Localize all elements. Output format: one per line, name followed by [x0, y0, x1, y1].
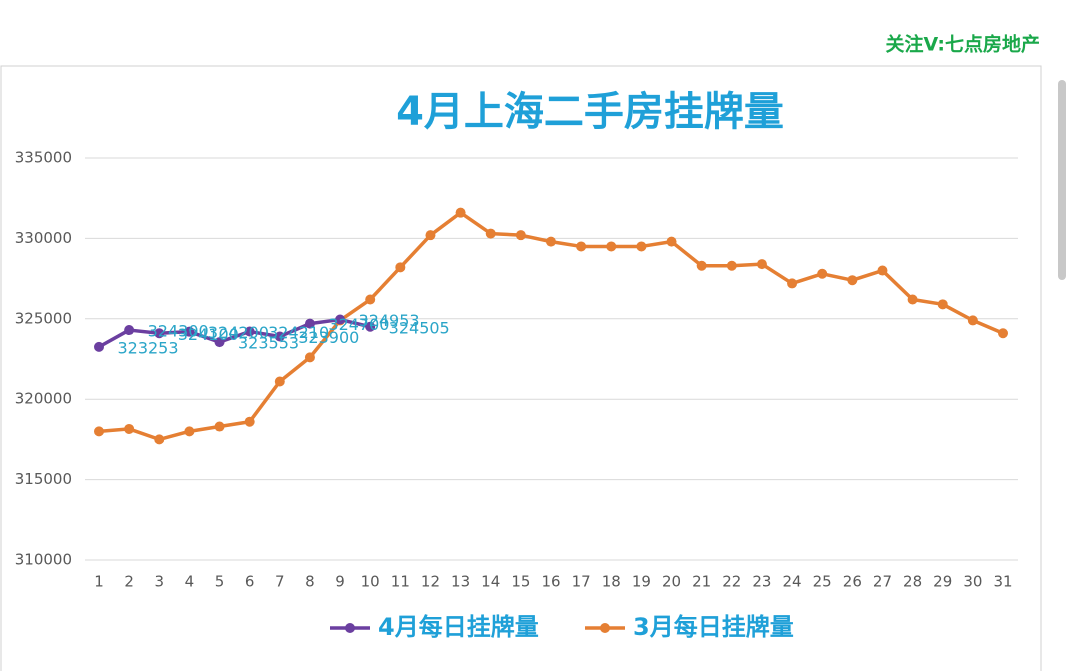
data-point	[154, 328, 165, 339]
data-point	[576, 241, 587, 252]
x-tick-label: 16	[541, 573, 560, 591]
x-tick-label: 3	[154, 573, 164, 591]
data-point	[998, 328, 1008, 339]
legend-label: 3月每日挂牌量	[633, 613, 794, 641]
legend-marker	[600, 623, 610, 633]
y-tick-label: 310000	[15, 551, 72, 569]
x-tick-label: 28	[903, 573, 922, 591]
data-point	[546, 236, 556, 247]
legend-label: 4月每日挂牌量	[378, 613, 539, 641]
data-point	[184, 426, 195, 437]
data-label: 324700	[328, 315, 389, 334]
y-tick-label: 315000	[15, 470, 72, 488]
series-line	[98, 317, 371, 349]
x-tick-label: 1	[94, 573, 104, 591]
x-tick-label: 12	[421, 573, 440, 591]
data-point	[214, 421, 225, 432]
y-tick-label: 325000	[15, 309, 72, 327]
x-tick-label: 14	[481, 573, 500, 591]
x-tick-label: 23	[752, 573, 771, 591]
chart-frame	[0, 65, 1042, 671]
x-tick-label: 11	[391, 573, 410, 591]
x-tick-label: 15	[511, 573, 530, 591]
x-tick-label: 26	[843, 573, 862, 591]
x-tick-label: 29	[933, 573, 952, 591]
data-label: 323253	[117, 338, 178, 357]
data-point	[847, 275, 858, 286]
data-point	[94, 341, 104, 352]
data-point	[425, 230, 436, 241]
y-tick-label: 320000	[15, 390, 72, 408]
x-tick-label: 27	[873, 573, 892, 591]
data-point	[304, 352, 315, 363]
data-label: 324210	[268, 323, 329, 342]
data-label: 324953	[359, 311, 420, 330]
data-point	[666, 236, 677, 247]
data-label: 323900	[298, 328, 359, 347]
x-tick-label: 4	[185, 573, 195, 591]
data-point	[817, 268, 828, 279]
data-point	[967, 315, 978, 326]
x-tick-label: 21	[692, 573, 711, 591]
x-tick-label: 18	[602, 573, 621, 591]
legend-marker	[345, 623, 355, 633]
data-point	[214, 337, 225, 348]
chart-title: 4月上海二手房挂牌量	[396, 89, 784, 135]
data-point	[124, 423, 135, 434]
x-tick-label: 2	[124, 573, 134, 591]
x-tick-label: 9	[335, 573, 345, 591]
x-tick-label: 8	[305, 573, 315, 591]
x-tick-label: 24	[783, 573, 802, 591]
x-tick-label: 7	[275, 573, 285, 591]
data-point	[937, 299, 948, 310]
data-point	[726, 260, 737, 271]
data-label: 324300	[148, 322, 209, 341]
data-point	[244, 416, 255, 427]
data-point	[395, 262, 406, 273]
x-tick-label: 10	[361, 573, 380, 591]
x-tick-label: 20	[662, 573, 681, 591]
x-tick-label: 13	[451, 573, 470, 591]
data-point	[696, 260, 707, 271]
data-point	[515, 230, 526, 241]
data-point	[485, 228, 496, 239]
x-tick-label: 25	[813, 573, 832, 591]
x-tick-label: 17	[572, 573, 591, 591]
data-point	[244, 326, 255, 337]
data-point	[877, 265, 888, 276]
data-point	[124, 325, 135, 336]
x-tick-label: 22	[722, 573, 741, 591]
data-point	[455, 207, 466, 218]
data-label: 324200	[208, 323, 269, 342]
x-tick-label: 5	[215, 573, 225, 591]
x-tick-label: 30	[963, 573, 982, 591]
data-point	[335, 314, 346, 325]
y-tick-label: 330000	[15, 229, 72, 247]
scrollbar[interactable]	[1058, 80, 1066, 280]
data-label: 324505	[389, 318, 450, 337]
data-point	[787, 278, 798, 289]
data-point	[365, 294, 376, 305]
data-point	[274, 376, 285, 387]
y-tick-label: 335000	[15, 149, 72, 167]
data-label: 323553	[238, 334, 299, 353]
data-point	[94, 426, 104, 437]
x-tick-label: 6	[245, 573, 255, 591]
data-point	[756, 259, 767, 270]
data-point	[184, 326, 195, 337]
data-point	[606, 241, 617, 252]
data-label: 324100	[178, 325, 239, 344]
data-point	[636, 241, 647, 252]
data-point	[304, 318, 315, 329]
data-point	[274, 331, 285, 342]
data-point	[907, 294, 918, 305]
x-tick-label: 31	[993, 573, 1012, 591]
watermark: 关注V:七点房地产	[886, 33, 1040, 56]
data-point	[365, 321, 376, 332]
data-point	[154, 434, 165, 445]
x-tick-label: 19	[632, 573, 651, 591]
